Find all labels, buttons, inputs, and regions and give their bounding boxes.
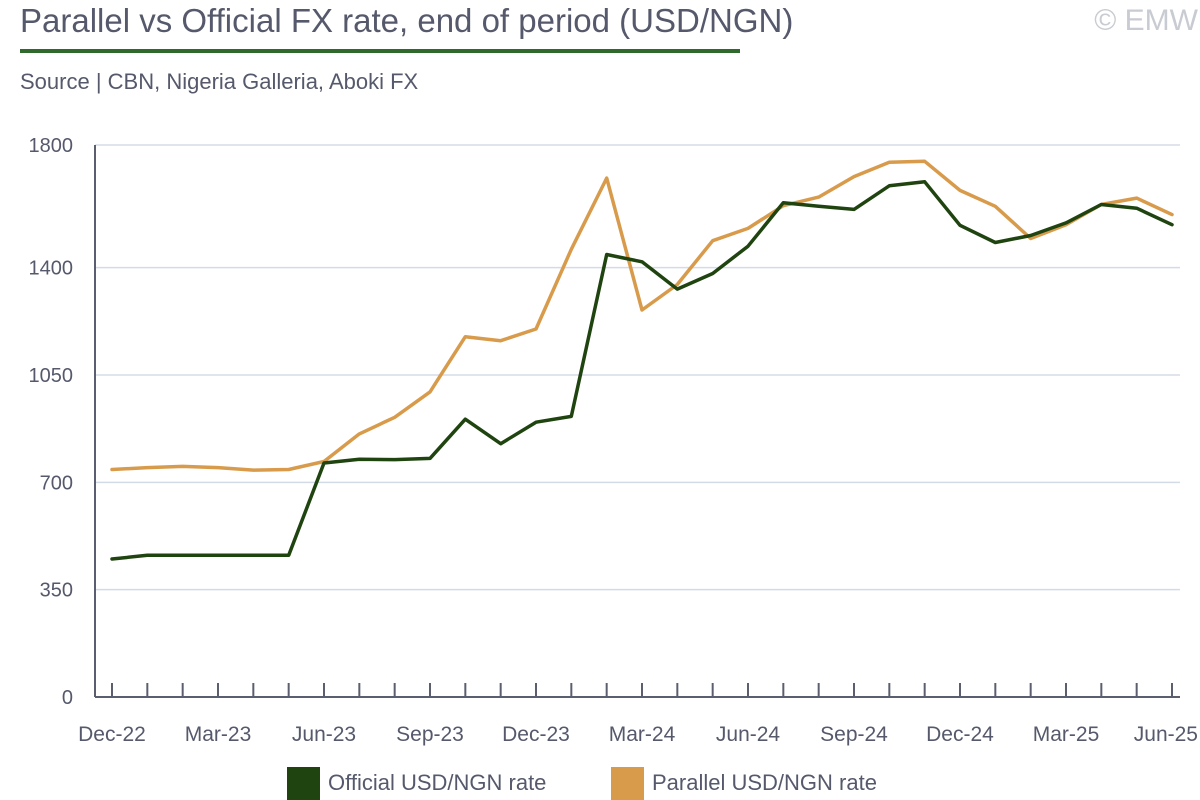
x-tick-label-Sep-23: Sep-23 xyxy=(396,723,464,746)
x-tick-label-Dec-22: Dec-22 xyxy=(78,723,146,746)
legend-swatch-official xyxy=(287,766,320,800)
chart-title: Parallel vs Official FX rate, end of per… xyxy=(20,2,794,39)
y-tick-label-1800: 1800 xyxy=(29,135,74,157)
y-tick-label-700: 700 xyxy=(40,472,73,494)
copyright-mark: © EMW xyxy=(1094,4,1198,37)
x-tick-label-Jun-23: Jun-23 xyxy=(292,723,356,746)
x-tick-label-Sep-24: Sep-24 xyxy=(820,723,888,746)
x-tick-label-Dec-24: Dec-24 xyxy=(926,723,994,746)
y-tick-label-350: 350 xyxy=(40,580,73,602)
x-tick-label-Dec-23: Dec-23 xyxy=(502,723,570,746)
legend-item-official: Official USD/NGN rate xyxy=(287,766,546,800)
x-tick-label-Mar-25: Mar-25 xyxy=(1033,723,1100,746)
title-underline xyxy=(20,49,740,53)
x-tick-label-Mar-24: Mar-24 xyxy=(609,723,676,746)
legend-label-official: Official USD/NGN rate xyxy=(328,770,547,795)
legend-label-parallel: Parallel USD/NGN rate xyxy=(652,770,877,795)
x-tick-label-Jun-25: Jun-25 xyxy=(1134,723,1198,746)
y-tick-label-1400: 1400 xyxy=(29,258,74,280)
legend-item-parallel: Parallel USD/NGN rate xyxy=(611,766,877,800)
series-line-parallel xyxy=(110,159,1174,472)
legend-swatch-parallel xyxy=(611,766,644,800)
x-tick-label-Mar-23: Mar-23 xyxy=(185,723,252,746)
y-tick-label-0: 0 xyxy=(62,687,73,709)
chart-source: Source | CBN, Nigeria Galleria, Aboki FX xyxy=(20,69,419,94)
x-tick-label-Jun-24: Jun-24 xyxy=(716,723,781,746)
y-tick-label-1050: 1050 xyxy=(29,365,74,387)
series-line-official xyxy=(110,180,1174,561)
